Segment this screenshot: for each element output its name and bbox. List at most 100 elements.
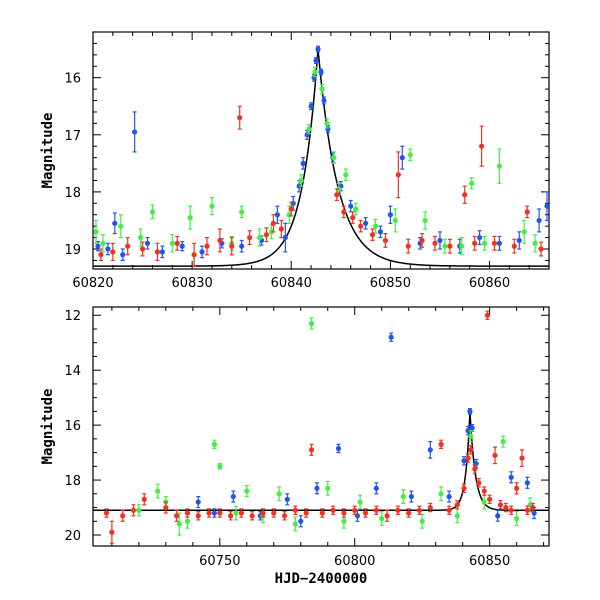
- data-point: [427, 447, 433, 453]
- data-point: [169, 240, 175, 246]
- data-point: [271, 510, 277, 516]
- data-point: [384, 513, 390, 519]
- data-point: [406, 510, 412, 516]
- data-point: [306, 126, 312, 132]
- data-point: [343, 172, 349, 178]
- data-point: [532, 240, 538, 246]
- series-2: [98, 105, 544, 267]
- data-point: [292, 507, 298, 513]
- data-point: [319, 510, 325, 516]
- y-tick-label: 12: [64, 309, 81, 324]
- data-point: [341, 209, 347, 215]
- data-point: [387, 212, 393, 218]
- data-point: [446, 493, 452, 500]
- data-point: [308, 320, 315, 327]
- data-point: [313, 57, 319, 64]
- data-point: [395, 507, 401, 513]
- data-point: [477, 234, 483, 241]
- data-point: [324, 120, 330, 126]
- data-point: [536, 217, 542, 224]
- data-point: [284, 496, 290, 502]
- data-point: [288, 206, 294, 212]
- data-point: [187, 215, 193, 221]
- data-point: [461, 458, 467, 464]
- x-tick-label: 60840: [271, 276, 312, 291]
- data-point: [408, 493, 414, 500]
- data-point: [508, 507, 514, 513]
- data-point: [163, 504, 169, 511]
- data-point: [427, 504, 433, 511]
- y-axis-label: Magnitude: [40, 113, 56, 189]
- x-axis-label: HJD−2400000: [275, 571, 368, 587]
- data-point: [446, 507, 452, 513]
- x-tick-label: 60750: [199, 554, 240, 569]
- data-point: [538, 246, 544, 252]
- data-point: [292, 521, 298, 527]
- data-point: [263, 232, 270, 238]
- y-tick-label: 16: [64, 72, 81, 87]
- data-point: [314, 485, 320, 491]
- x-tick-label: 60830: [171, 276, 212, 291]
- data-point: [524, 507, 531, 513]
- plot-data-area: [93, 45, 549, 267]
- data-point: [282, 234, 288, 241]
- data-point: [491, 240, 498, 246]
- data-point: [144, 240, 151, 246]
- data-point: [399, 155, 405, 161]
- data-point: [228, 513, 234, 519]
- data-point: [308, 447, 315, 453]
- data-point: [184, 510, 191, 516]
- data-point: [334, 192, 340, 198]
- data-point: [363, 220, 369, 226]
- data-point: [274, 212, 280, 218]
- data-point: [176, 521, 182, 527]
- x-tick-label: 60850: [469, 554, 510, 569]
- data-point: [373, 507, 379, 513]
- data-point: [407, 152, 413, 158]
- data-point: [369, 232, 376, 238]
- x-tick-label: 60850: [370, 276, 411, 291]
- data-point: [118, 223, 124, 229]
- data-point: [388, 334, 394, 340]
- data-point: [217, 463, 223, 469]
- y-tick-label: 16: [64, 419, 81, 434]
- model-curve: [93, 411, 549, 512]
- data-point: [508, 474, 514, 480]
- x-tick-label: 60860: [469, 276, 510, 291]
- data-point: [405, 243, 411, 249]
- data-point: [125, 243, 131, 249]
- data-point: [469, 180, 475, 186]
- data-point: [341, 518, 347, 524]
- data-point: [377, 229, 384, 235]
- data-point: [159, 249, 165, 255]
- data-point: [174, 240, 180, 246]
- data-point: [335, 445, 342, 452]
- data-point: [199, 249, 205, 255]
- data-point: [308, 103, 314, 109]
- data-point: [353, 206, 359, 212]
- x-tick-label: 60820: [72, 276, 113, 291]
- data-point: [217, 510, 223, 516]
- data-point: [495, 513, 501, 519]
- data-point: [278, 226, 284, 232]
- plot-frame: [92, 306, 550, 547]
- data-point: [392, 217, 398, 224]
- data-point: [350, 215, 356, 221]
- data-point: [395, 172, 401, 178]
- data-point: [141, 496, 147, 502]
- data-point: [419, 518, 425, 524]
- data-point: [206, 510, 212, 516]
- data-point: [303, 510, 309, 516]
- data-point: [233, 510, 239, 516]
- data-point: [155, 488, 161, 494]
- data-point: [472, 240, 478, 246]
- data-point: [211, 441, 218, 447]
- data-point: [400, 493, 406, 500]
- data-point: [524, 480, 531, 486]
- data-point: [419, 237, 425, 244]
- data-point: [465, 428, 471, 434]
- plot-data-area: [93, 310, 549, 544]
- data-point: [447, 243, 453, 249]
- data-point: [454, 513, 460, 519]
